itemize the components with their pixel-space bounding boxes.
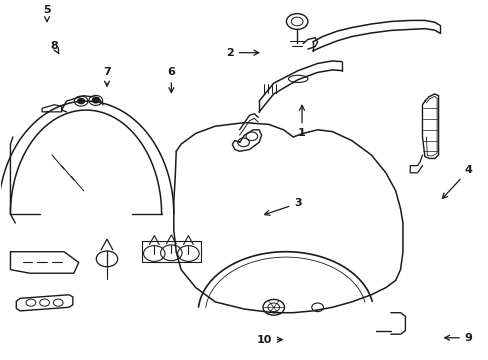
Text: 5: 5 xyxy=(43,5,51,22)
Text: 8: 8 xyxy=(50,41,59,54)
Text: 3: 3 xyxy=(264,198,301,215)
Circle shape xyxy=(92,98,99,103)
Text: 10: 10 xyxy=(256,334,282,345)
Text: 2: 2 xyxy=(225,48,258,58)
Text: 1: 1 xyxy=(298,105,305,138)
Text: 4: 4 xyxy=(442,165,472,198)
Text: 6: 6 xyxy=(167,67,175,93)
Circle shape xyxy=(78,99,84,104)
Text: 7: 7 xyxy=(103,67,111,86)
Text: 9: 9 xyxy=(444,333,472,343)
